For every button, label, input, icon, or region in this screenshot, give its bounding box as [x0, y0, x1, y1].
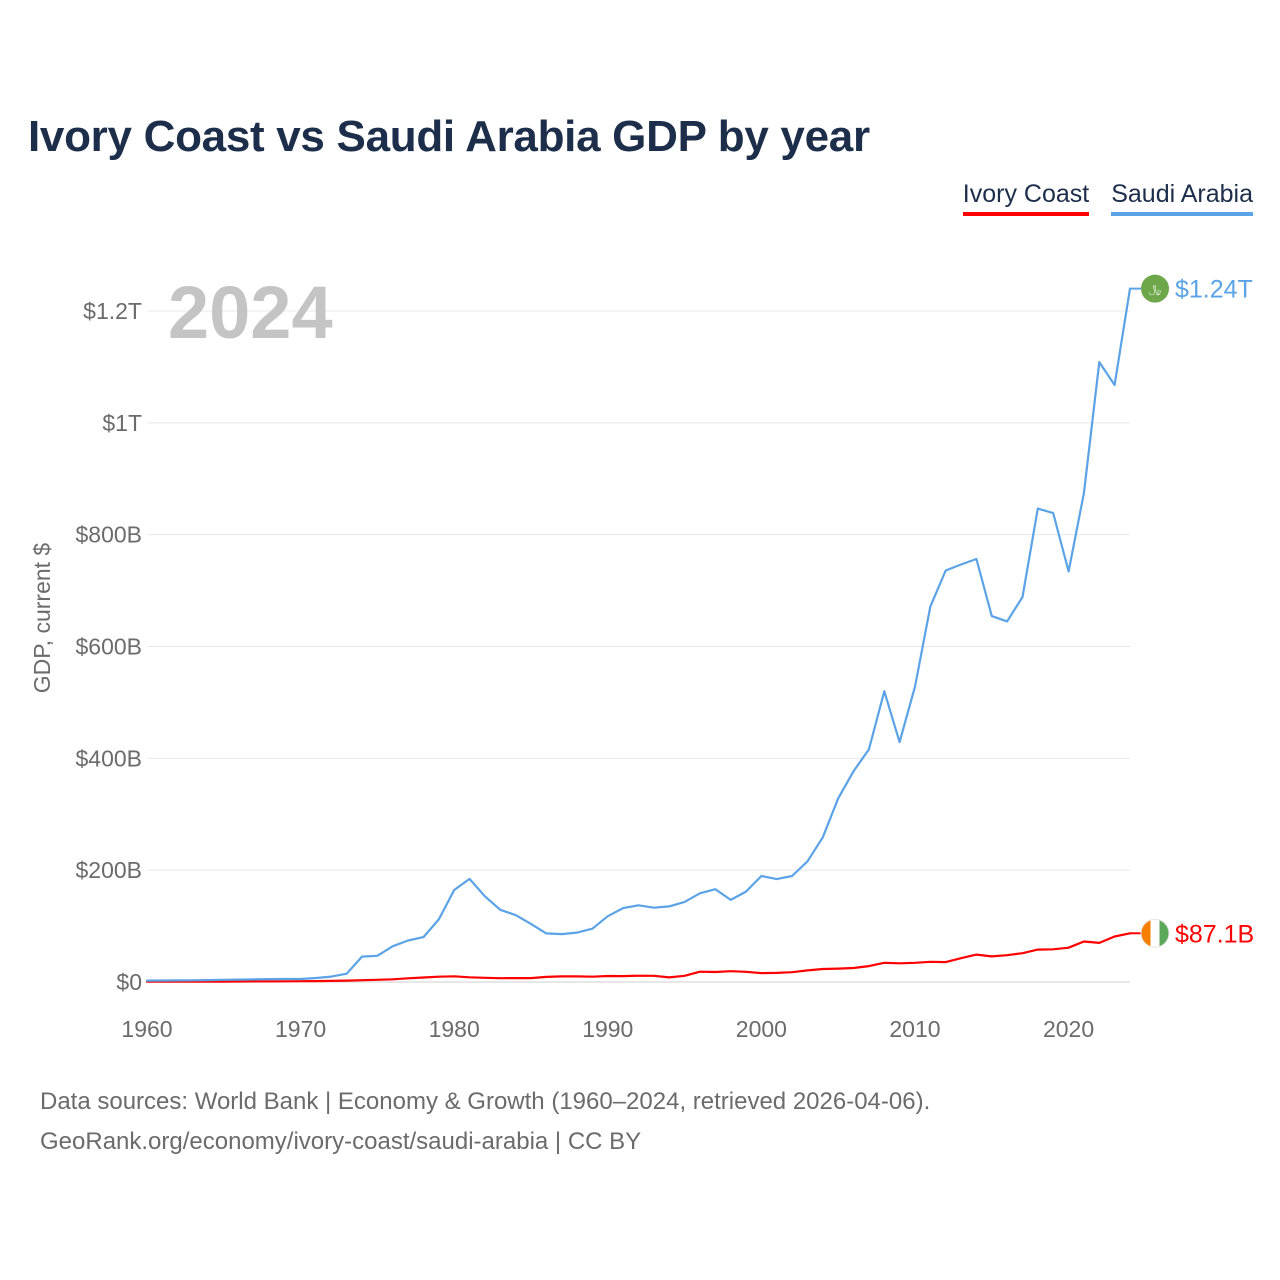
series-lines — [145, 287, 1132, 983]
y-tick-label: $1.2T — [83, 298, 142, 324]
legend: Ivory Coast Saudi Arabia — [962, 180, 1253, 216]
ivory-coast-flag-icon — [1140, 918, 1170, 948]
footer-link[interactable]: GeoRank.org/economy/ivory-coast/saudi-ar… — [40, 1128, 642, 1155]
x-tick-label: 1970 — [275, 1016, 326, 1042]
saudi-arabia-end-marker: ﷼ $1.24T — [1130, 274, 1253, 304]
svg-text:﷼: ﷼ — [1149, 283, 1161, 297]
x-tick-label: 1980 — [429, 1016, 480, 1042]
y-tick-label: $400B — [75, 745, 142, 771]
y-axis-title: GDP, current $ — [29, 543, 55, 694]
saudi-arabia-flag-icon: ﷼ — [1141, 274, 1169, 303]
x-axis-tick-labels: 1960 1970 1980 1990 2000 2010 2020 — [121, 1016, 1094, 1042]
year-display: 2024 — [168, 271, 333, 354]
y-tick-label: $0 — [116, 969, 142, 995]
x-tick-label: 1990 — [582, 1016, 633, 1042]
footer-sources: Data sources: World Bank | Economy & Gro… — [40, 1088, 931, 1115]
gdp-line-chart: $0$200B$400B$600B$800B$1T$1.2T 1960 1970 1… — [29, 271, 1254, 1042]
ivory-coast-end-value: $87.1B — [1175, 920, 1254, 948]
ivory-coast-end-marker: $87.1B — [1130, 918, 1254, 948]
y-tick-label: $600B — [75, 634, 142, 660]
grid-lines — [147, 310, 1130, 983]
y-axis-tick-labels: $0 $200B $400B $600B $800B $1T $1.2T — [75, 298, 142, 995]
y-tick-label: $200B — [75, 857, 142, 883]
x-tick-label: 1960 — [121, 1016, 172, 1042]
chart-title: Ivory Coast vs Saudi Arabia GDP by year — [28, 112, 870, 161]
y-tick-label: $1T — [102, 410, 142, 436]
saudi-arabia-end-value: $1.24T — [1175, 276, 1253, 304]
legend-item-saudi-arabia[interactable]: Saudi Arabia — [1111, 180, 1253, 216]
x-tick-label: 2000 — [736, 1016, 787, 1042]
series-line-saudi-arabia — [145, 287, 1132, 982]
legend-item-ivory-coast[interactable]: Ivory Coast — [962, 180, 1090, 216]
y-tick-label: $800B — [75, 522, 142, 548]
x-tick-label: 2020 — [1043, 1016, 1094, 1042]
series-line-ivory-coast — [145, 932, 1132, 983]
x-tick-label: 2010 — [889, 1016, 940, 1042]
footer: Data sources: World Bank | Economy & Gro… — [40, 1082, 930, 1162]
